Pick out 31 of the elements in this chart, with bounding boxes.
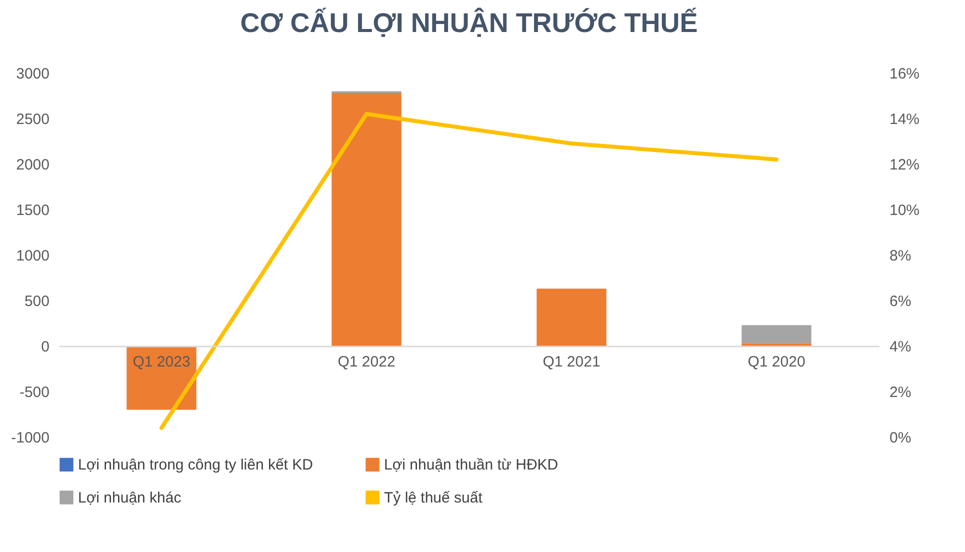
y2-tick-label: 16%: [890, 66, 920, 82]
y2-tick-label: 6%: [890, 293, 912, 310]
legend-label: Lợi nhuận trong công ty liên kết KD: [78, 456, 314, 474]
y-tick-label: 3000: [16, 66, 50, 82]
y2-tick-label: 4%: [890, 338, 912, 356]
y2-tick-label: 12%: [890, 156, 920, 174]
y-tick-label: 2500: [16, 111, 50, 128]
chart-title: CƠ CẤU LỢI NHUẬN TRƯỚC THUẾ: [240, 7, 698, 38]
x-tick-label: Q1 2023: [132, 354, 190, 370]
y-tick-label: 0: [41, 338, 50, 356]
x-tick-label: Q1 2022: [338, 354, 396, 370]
legend-label: Lợi nhuận khác: [78, 490, 182, 506]
y2-tick-label: 10%: [890, 202, 920, 219]
bar: [742, 325, 812, 344]
y-tick-label: 500: [24, 293, 50, 310]
y-tick-label: 1500: [16, 202, 50, 219]
bar: [332, 93, 402, 346]
bar: [742, 343, 812, 346]
x-tick-label: Q1 2020: [748, 354, 806, 370]
y2-tick-label: 0%: [890, 430, 912, 446]
y-tick-label: -500: [19, 384, 50, 401]
y-tick-label: 2000: [16, 156, 50, 174]
bar: [536, 288, 606, 346]
legend-label: Lợi nhuận thuần từ HĐKD: [384, 456, 558, 474]
x-tick-label: Q1 2021: [542, 354, 600, 370]
y2-tick-label: 14%: [890, 111, 920, 128]
y2-tick-label: 2%: [890, 384, 912, 401]
y2-tick-label: 8%: [890, 248, 912, 264]
y-tick-label: -1000: [11, 430, 50, 446]
y-tick-label: 1000: [16, 248, 50, 264]
legend-label: Tỷ lệ thuế suất: [384, 490, 484, 506]
